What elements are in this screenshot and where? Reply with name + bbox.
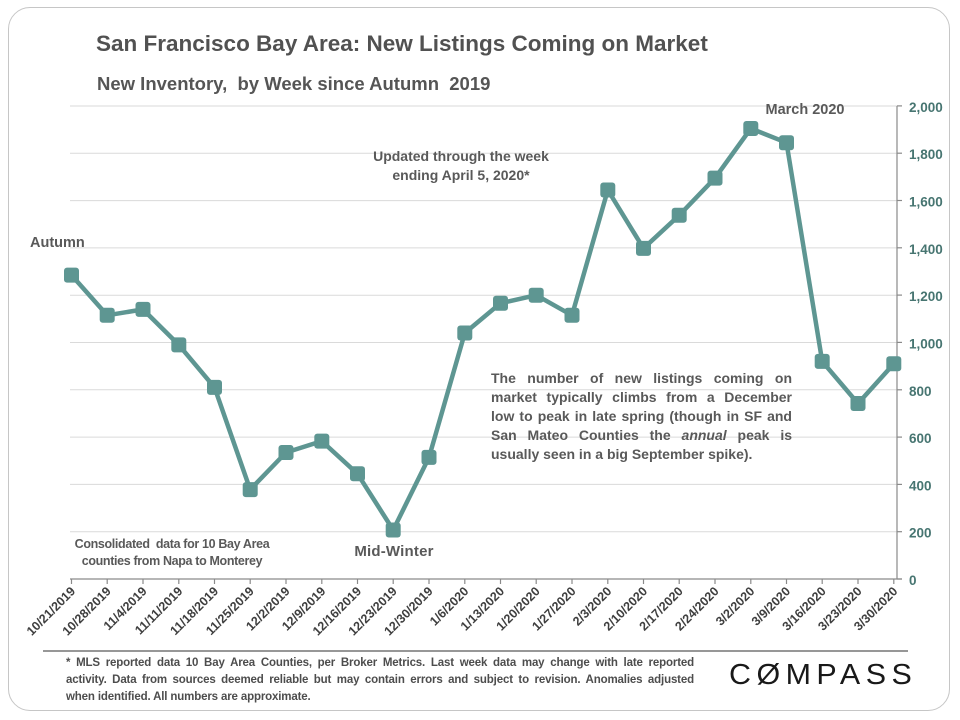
- svg-text:1,200: 1,200: [909, 289, 943, 304]
- svg-text:200: 200: [909, 526, 932, 541]
- svg-text:1,000: 1,000: [909, 336, 943, 351]
- svg-text:400: 400: [909, 478, 932, 493]
- svg-text:800: 800: [909, 384, 932, 399]
- svg-text:0: 0: [909, 573, 917, 588]
- svg-text:1,400: 1,400: [909, 242, 943, 257]
- svg-text:1,600: 1,600: [909, 195, 943, 210]
- svg-text:1,800: 1,800: [909, 147, 943, 162]
- svg-text:2,000: 2,000: [909, 100, 943, 115]
- svg-text:600: 600: [909, 431, 932, 446]
